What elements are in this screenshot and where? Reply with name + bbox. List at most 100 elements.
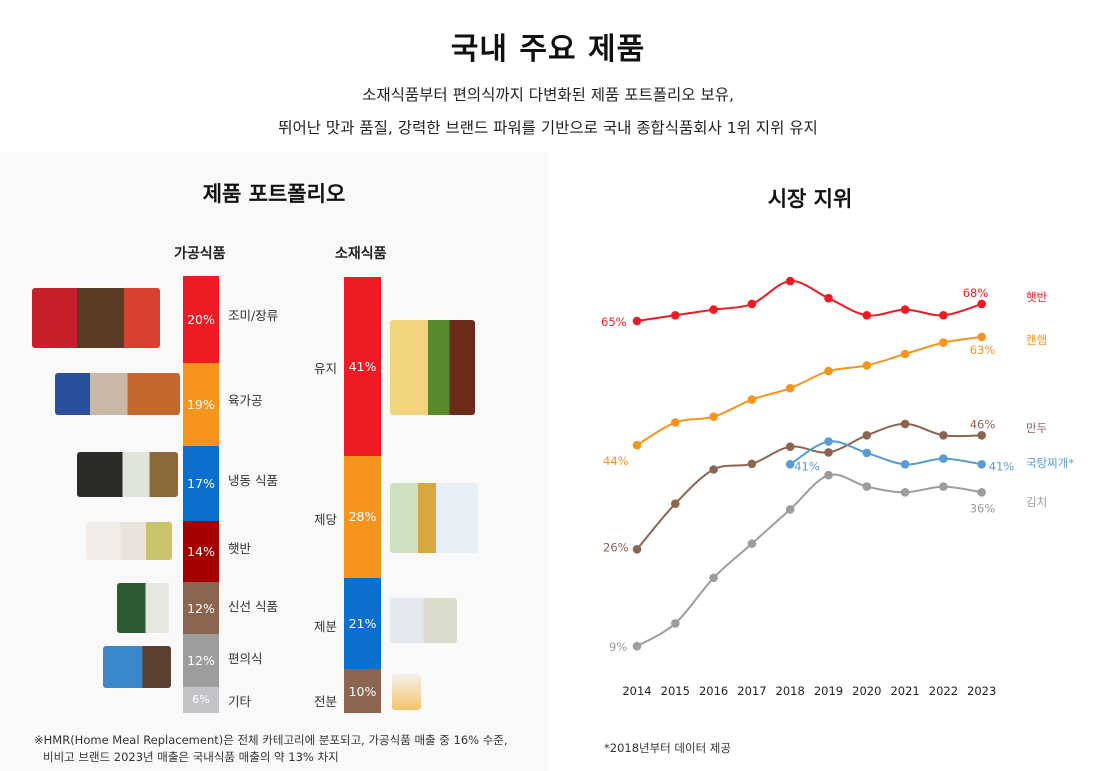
- category-label-5: 신선 식품: [228, 598, 278, 614]
- bar-segment-6: 12%: [183, 634, 219, 687]
- product-image-2: [55, 373, 180, 415]
- data-point-3-2016: [709, 465, 718, 474]
- data-point-2-2020: [862, 361, 872, 370]
- series-line-1: [636, 280, 983, 322]
- start-value-label: 65%: [601, 315, 627, 329]
- end-value-label: 41%: [989, 459, 1015, 473]
- product-image-2: [390, 483, 478, 553]
- data-point-4-2019: [824, 437, 833, 446]
- processed-food-header: 가공식품: [174, 246, 226, 262]
- bar-segment-1: 41%: [344, 277, 381, 456]
- data-point-5-2022: [939, 482, 948, 491]
- category-label-7: 기타: [228, 694, 252, 709]
- market-footnote: *2018년부터 데이터 제공: [604, 741, 731, 755]
- data-point-4-2023: [977, 460, 986, 469]
- start-value-label: 26%: [603, 540, 629, 554]
- legend-label: 만두: [1026, 421, 1047, 435]
- legend-label: 국탕찌개*: [1026, 456, 1074, 470]
- product-image-5: [117, 583, 169, 633]
- category-label-4: 전분: [314, 694, 338, 710]
- data-point-3-2020: [862, 431, 872, 440]
- end-value-label: 46%: [970, 417, 996, 431]
- data-point-4-2020: [862, 448, 872, 458]
- data-point-3-2017: [747, 459, 757, 469]
- bar-segment-2: 19%: [183, 363, 219, 447]
- data-point-4-2021: [900, 460, 910, 469]
- data-point-2-2021: [900, 349, 910, 359]
- data-point-2-2023: [977, 332, 986, 342]
- product-image-1: [390, 320, 475, 415]
- bar-segment-1: 20%: [183, 276, 219, 364]
- bar-segment-4: 14%: [183, 520, 219, 582]
- data-point-2-2019: [824, 366, 833, 376]
- category-label-2: 제당: [314, 511, 338, 527]
- data-point-5-2021: [900, 488, 910, 497]
- data-point-1-2015: [671, 311, 680, 320]
- data-point-5-2018: [785, 505, 795, 514]
- bar-segment-7: 6%: [183, 686, 219, 713]
- data-point-1-2020: [862, 311, 872, 320]
- data-point-5-2023: [977, 488, 986, 497]
- x-tick-label: 2021: [890, 684, 919, 698]
- data-point-1-2022: [939, 311, 948, 320]
- start-value-label: 9%: [609, 640, 627, 654]
- x-tick-label: 2015: [661, 684, 690, 698]
- data-point-3-2019: [824, 448, 833, 457]
- data-point-2-2014: [632, 440, 642, 450]
- x-tick-label: 2016: [699, 684, 728, 698]
- bar-segment-5: 12%: [183, 581, 219, 635]
- data-point-5-2017: [747, 539, 757, 548]
- bar-segment-3: 17%: [183, 446, 219, 521]
- product-image-4: [86, 522, 172, 560]
- legend-label: 햇반: [1026, 290, 1048, 304]
- product-image-1: [32, 288, 160, 348]
- data-point-2-2017: [747, 395, 757, 404]
- category-label-1: 유지: [314, 361, 338, 377]
- product-image-3: [390, 598, 457, 643]
- x-tick-label: 2017: [737, 684, 766, 698]
- material-food-header: 소재식품: [335, 246, 387, 262]
- subtitle-line-2: 뛰어난 맛과 품질, 강력한 브랜드 파워를 기반으로 국내 종합식품회사 1위…: [278, 119, 818, 137]
- series-line-5: [636, 473, 982, 648]
- x-tick-label: 2022: [929, 684, 958, 698]
- category-label-3: 제분: [314, 618, 338, 634]
- data-point-1-2018: [785, 276, 795, 286]
- portfolio-title: 제품 포트폴리오: [202, 182, 346, 206]
- subtitle-line-1: 소재식품부터 편의식까지 다변화된 제품 포트폴리오 보유,: [362, 86, 734, 104]
- data-point-3-2018: [785, 442, 795, 452]
- x-tick-label: 2023: [967, 684, 996, 698]
- data-point-2-2018: [785, 383, 795, 393]
- data-point-5-2019: [824, 470, 833, 480]
- bar-segment-2: 28%: [344, 455, 381, 578]
- category-label-1: 조미/장류: [228, 307, 279, 323]
- product-image-3: [77, 452, 178, 497]
- legend-label: 김치: [1026, 495, 1047, 509]
- end-value-label: 36%: [970, 501, 996, 515]
- data-point-5-2016: [709, 573, 718, 583]
- data-point-2-2015: [671, 418, 680, 427]
- start-value-label: 41%: [794, 459, 820, 473]
- x-tick-label: 2018: [776, 684, 805, 698]
- x-tick-label: 2020: [852, 684, 881, 698]
- end-value-label: 63%: [970, 343, 996, 357]
- bar-segment-4: 10%: [344, 669, 381, 713]
- data-point-1-2019: [824, 293, 833, 303]
- x-tick-label: 2014: [622, 684, 651, 698]
- product-image-4: [392, 674, 421, 710]
- series-line-3: [636, 422, 982, 550]
- data-point-3-2023: [977, 431, 986, 440]
- legend-label: 캔햄: [1026, 333, 1047, 347]
- data-point-5-2020: [862, 482, 872, 491]
- category-label-3: 냉동 식품: [228, 472, 278, 488]
- data-point-5-2014: [632, 641, 642, 651]
- portfolio-footnote: ※HMR(Home Meal Replacement)은 전체 카테고리에 분포…: [34, 732, 508, 766]
- market-title: 시장 지위: [767, 187, 853, 211]
- data-point-4-2018: [785, 460, 795, 469]
- footnote-line-1: ※HMR(Home Meal Replacement)은 전체 카테고리에 분포…: [34, 733, 508, 747]
- x-tick-label: 2019: [814, 684, 843, 698]
- data-point-1-2014: [632, 316, 642, 326]
- data-point-3-2014: [632, 545, 642, 554]
- series-line-2: [636, 335, 982, 447]
- start-value-label: 44%: [603, 454, 629, 468]
